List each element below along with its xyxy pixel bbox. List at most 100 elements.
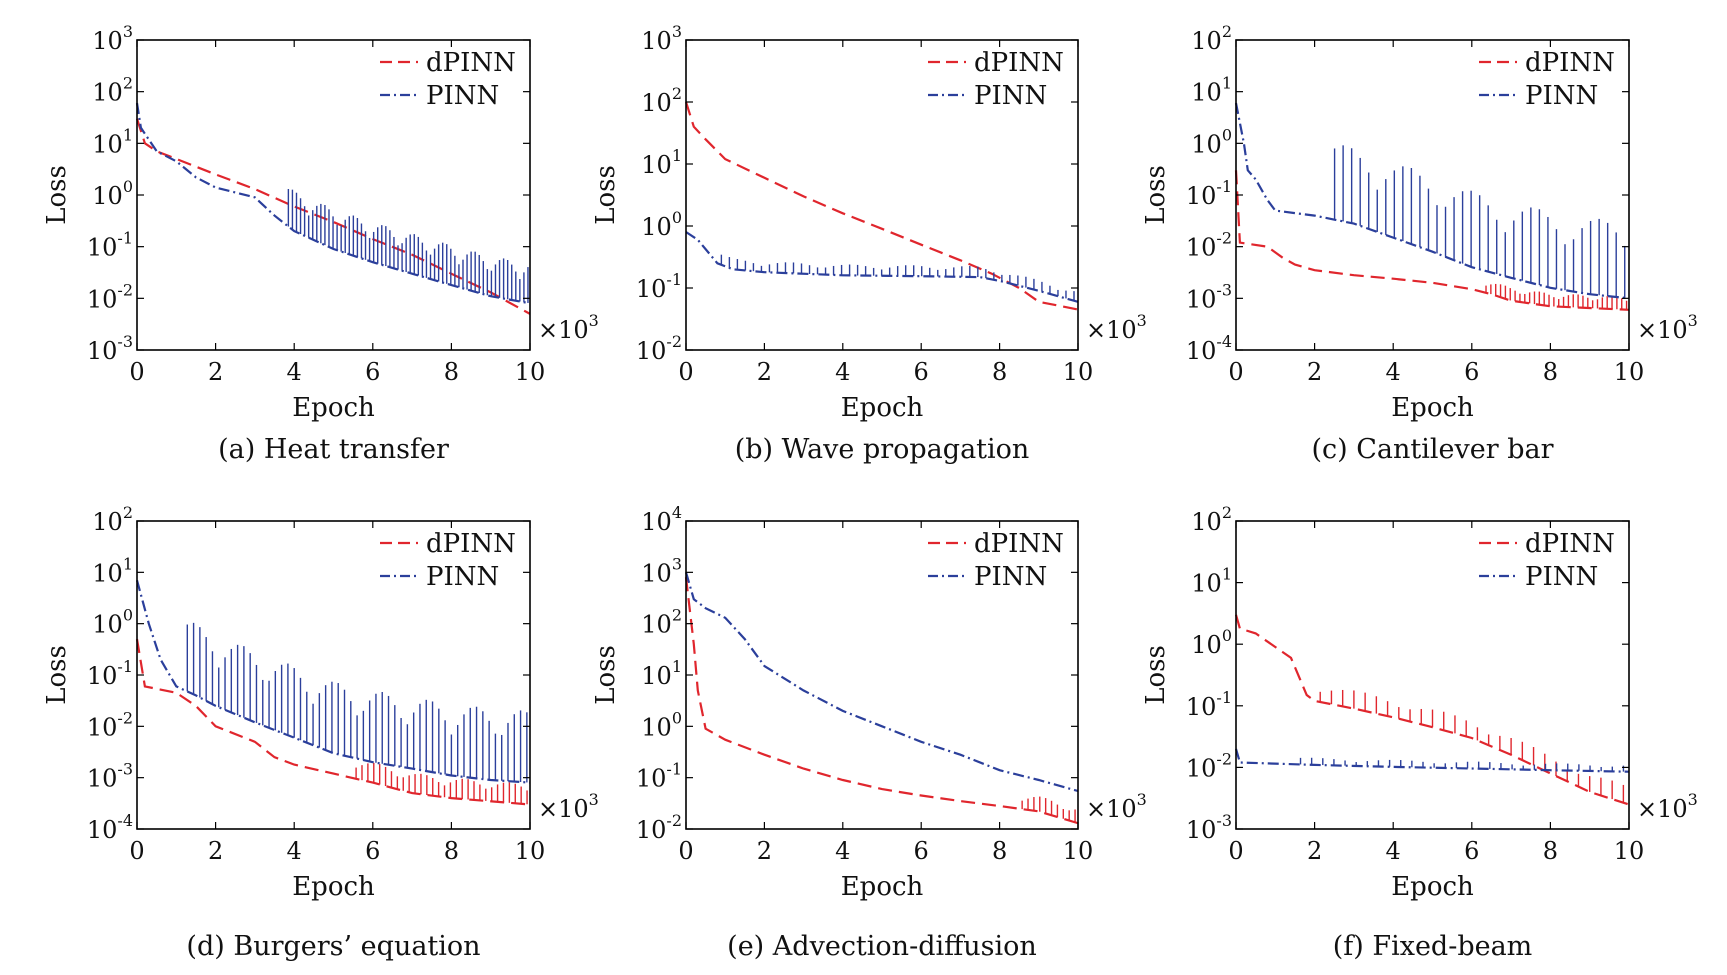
series-line-dpinn	[1234, 170, 1630, 311]
y-tick-label: 10-1	[1186, 177, 1232, 210]
panel-d: 0 2 4 6 8 10 10-4 10-3 10-2 10-1 100 101 102 ×103 Epoc…	[42, 503, 599, 962]
panel-f: 0 2 4 6 8 10 10-3 10-2 10-1 100 101 102 ×103 Epoch Los…	[1141, 503, 1698, 962]
y-axis-label: Loss	[1141, 645, 1171, 705]
x-multiplier: ×103	[1637, 790, 1698, 823]
y-tick-label: 10-1	[1186, 688, 1232, 721]
series-line-pinn	[135, 102, 531, 305]
y-tick-label: 103	[641, 22, 682, 55]
x-tick-label: 10	[1063, 358, 1094, 386]
x-tick-label: 10	[1614, 358, 1645, 386]
panel-caption: (d) Burgers’ equation	[186, 931, 480, 962]
x-tick-label: 4	[287, 358, 302, 386]
y-tick-label: 100	[92, 177, 133, 210]
x-tick-label: 6	[365, 358, 380, 386]
x-tick-label: 2	[208, 837, 223, 865]
y-tick-label: 100	[1191, 626, 1232, 659]
y-axis-label: Loss	[42, 645, 72, 705]
legend-label-dpinn: dPINN	[1525, 48, 1615, 78]
y-tick-label: 10-2	[87, 280, 133, 313]
panel-a: 0 2 4 6 8 10 10-3 10-2 10-1 100 101 102 103 ×103 Epoch…	[42, 22, 599, 465]
axes-frame	[1235, 520, 1630, 830]
legend-label-pinn: PINN	[974, 562, 1047, 592]
series-spikes-dpinn	[355, 762, 528, 805]
x-tick-label: 8	[992, 837, 1007, 865]
x-tick-label: 8	[1543, 837, 1558, 865]
legend-label-dpinn: dPINN	[426, 529, 516, 559]
y-tick-label: 10-2	[1186, 229, 1232, 262]
y-tick-label: 10-1	[636, 760, 682, 793]
y-axis-label: Loss	[1141, 165, 1171, 225]
legend-label-dpinn: dPINN	[974, 529, 1064, 559]
series-spikes-pinn	[287, 189, 529, 303]
series-spikes-pinn	[186, 622, 528, 783]
y-tick-label: 102	[1191, 22, 1232, 55]
panel-caption: (c) Cantilever bar	[1311, 434, 1553, 465]
y-tick-label: 10-3	[87, 760, 133, 793]
x-tick-label: 10	[515, 837, 546, 865]
y-tick-label: 101	[1191, 74, 1232, 107]
panel-caption: (b) Wave propagation	[735, 434, 1030, 465]
y-tick-label: 100	[641, 208, 682, 241]
x-tick-label: 4	[835, 358, 850, 386]
x-tick-label: 8	[1543, 358, 1558, 386]
legend-label-dpinn: dPINN	[974, 48, 1064, 78]
panel-caption: (e) Advection-diffusion	[727, 931, 1037, 962]
series-line-dpinn	[684, 101, 1079, 311]
series-line-dpinn	[684, 577, 1079, 825]
x-tick-label: 4	[835, 837, 850, 865]
series-line-pinn	[1234, 102, 1630, 300]
x-multiplier: ×103	[1637, 311, 1698, 344]
y-tick-label: 103	[92, 22, 133, 55]
y-tick-label: 10-3	[1186, 280, 1232, 313]
x-tick-label: 0	[129, 837, 144, 865]
x-tick-label: 6	[914, 358, 929, 386]
x-tick-label: 2	[1307, 358, 1322, 386]
x-multiplier: ×103	[1086, 790, 1147, 823]
y-tick-label: 102	[641, 606, 682, 639]
x-tick-label: 0	[678, 358, 693, 386]
x-tick-label: 6	[1464, 837, 1479, 865]
legend-label-dpinn: dPINN	[426, 48, 516, 78]
y-tick-label: 103	[641, 554, 682, 587]
x-tick-label: 6	[1464, 358, 1479, 386]
panel-caption: (a) Heat transfer	[218, 434, 449, 465]
panel-caption: (f) Fixed-beam	[1333, 931, 1533, 962]
x-axis-label: Epoch	[1391, 872, 1474, 902]
x-multiplier: ×103	[538, 311, 599, 344]
legend-label-dpinn: dPINN	[1525, 529, 1615, 559]
y-tick-label: 10-2	[87, 708, 133, 741]
y-axis-label: Loss	[42, 165, 72, 225]
y-tick-label: 100	[641, 708, 682, 741]
y-tick-label: 101	[641, 146, 682, 179]
y-tick-label: 100	[1191, 125, 1232, 158]
y-axis-label: Loss	[591, 165, 621, 225]
x-multiplier: ×103	[538, 790, 599, 823]
x-tick-label: 6	[365, 837, 380, 865]
series-line-pinn	[684, 571, 1079, 793]
y-tick-label: 101	[641, 657, 682, 690]
y-tick-label: 101	[92, 554, 133, 587]
y-tick-label: 102	[641, 84, 682, 117]
y-tick-label: 101	[92, 125, 133, 158]
x-tick-label: 0	[129, 358, 144, 386]
legend-label-pinn: PINN	[426, 81, 499, 111]
y-tick-label: 102	[1191, 503, 1232, 536]
y-tick-label: 10-1	[87, 657, 133, 690]
y-tick-label: 10-2	[636, 332, 682, 365]
y-tick-label: 10-4	[87, 811, 133, 844]
x-tick-label: 10	[1614, 837, 1645, 865]
y-tick-label: 10-3	[87, 332, 133, 365]
y-tick-label: 102	[92, 503, 133, 536]
panel-b: 0 2 4 6 8 10 10-2 10-1 100 101 102 103 ×103 Epoch Loss…	[591, 22, 1147, 465]
x-tick-label: 8	[444, 837, 459, 865]
series-line-pinn	[1234, 748, 1630, 773]
y-tick-label: 10-1	[87, 229, 133, 262]
x-tick-label: 6	[914, 837, 929, 865]
x-tick-label: 10	[1063, 837, 1094, 865]
x-tick-label: 2	[757, 837, 772, 865]
x-tick-label: 2	[757, 358, 772, 386]
y-tick-label: 10-1	[636, 270, 682, 303]
legend-label-pinn: PINN	[1525, 562, 1598, 592]
y-axis-label: Loss	[591, 645, 621, 705]
